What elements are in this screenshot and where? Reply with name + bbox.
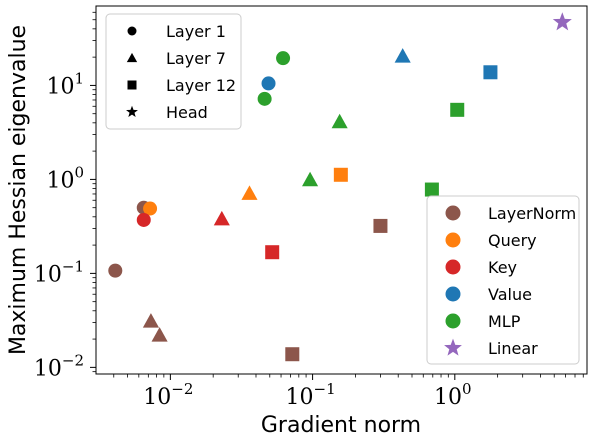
legend-label-layer-12: Layer 12	[166, 76, 236, 95]
legend-label-layernorm: LayerNorm	[488, 204, 576, 223]
plot-frame	[95, 5, 588, 375]
point-mlp-layer-12	[424, 182, 439, 197]
legend-marker-query	[445, 232, 461, 248]
legend-marker-layer-12	[127, 80, 137, 90]
point-value-layer-12	[483, 65, 498, 80]
legend-marker-linear	[444, 338, 462, 356]
point-layernorm-layer-12	[373, 218, 388, 233]
legend-label-head: Head	[166, 103, 208, 122]
legend-label-value: Value	[488, 285, 532, 304]
legend-label-layer-7: Layer 7	[166, 49, 226, 68]
point-mlp-layer-7	[331, 113, 348, 129]
point-linear-head	[552, 12, 572, 31]
point-value-layer-7	[394, 48, 411, 63]
y-tick-label: 10−2	[34, 351, 84, 381]
marker-legend-box	[105, 13, 242, 130]
point-mlp-layer-7	[302, 171, 319, 187]
legend-marker-head	[126, 105, 138, 118]
legend-marker-layer-7	[126, 52, 138, 63]
legend-label-key: Key	[488, 258, 517, 277]
x-tick-label: 100	[434, 380, 472, 410]
point-mlp-layer-1	[276, 51, 291, 66]
point-key-layer-7	[213, 210, 230, 226]
point-layernorm-layer-1	[108, 263, 123, 278]
color-legend-items: LayerNorm Query Key Value MLP Linear	[444, 204, 576, 358]
color-legend: LayerNorm Query Key Value MLP Linear	[426, 195, 580, 365]
legend-marker-mlp	[445, 313, 461, 329]
legend-marker-value	[445, 286, 461, 302]
point-layernorm-layer-12	[285, 347, 300, 362]
legend-marker-layer-1	[127, 26, 137, 36]
point-layernorm-layer-7	[151, 327, 168, 342]
legend-label-query: Query	[488, 231, 537, 250]
legend-marker-layernorm	[445, 205, 461, 221]
y-tick-label: 101	[46, 69, 84, 99]
legend-label-layer-1: Layer 1	[166, 22, 226, 41]
legend-label-linear: Linear	[488, 339, 538, 358]
y-axis-label: Maximum Hessian eigenvalue	[6, 25, 31, 355]
point-mlp-layer-1	[257, 91, 272, 106]
point-key-layer-1	[136, 212, 151, 227]
x-axis-label: Gradient norm	[261, 413, 421, 438]
point-query-layer-7	[241, 185, 258, 200]
y-tick-label: 100	[46, 163, 84, 193]
legend-marker-key	[445, 259, 461, 275]
marker-legend-items: Layer 1 Layer 7 Layer 12 Head	[126, 22, 236, 122]
point-value-layer-1	[261, 76, 276, 91]
point-layernorm-layer-7	[142, 313, 159, 328]
ticks-layer: 10−2 10−1 100 10−2 10−1 100 101	[34, 11, 584, 410]
point-query-layer-12	[333, 167, 348, 182]
marker-legend: Layer 1 Layer 7 Layer 12 Head	[105, 13, 242, 130]
legend-label-mlp: MLP	[488, 312, 521, 331]
points-layer	[108, 12, 572, 362]
point-key-layer-12	[265, 245, 280, 260]
y-tick-label: 10−1	[34, 257, 84, 287]
color-legend-box	[426, 195, 580, 365]
point-query-layer-1	[143, 201, 158, 216]
x-tick-label: 10−2	[143, 380, 193, 410]
x-tick-label: 10−1	[286, 380, 336, 410]
point-mlp-layer-12	[450, 102, 465, 117]
